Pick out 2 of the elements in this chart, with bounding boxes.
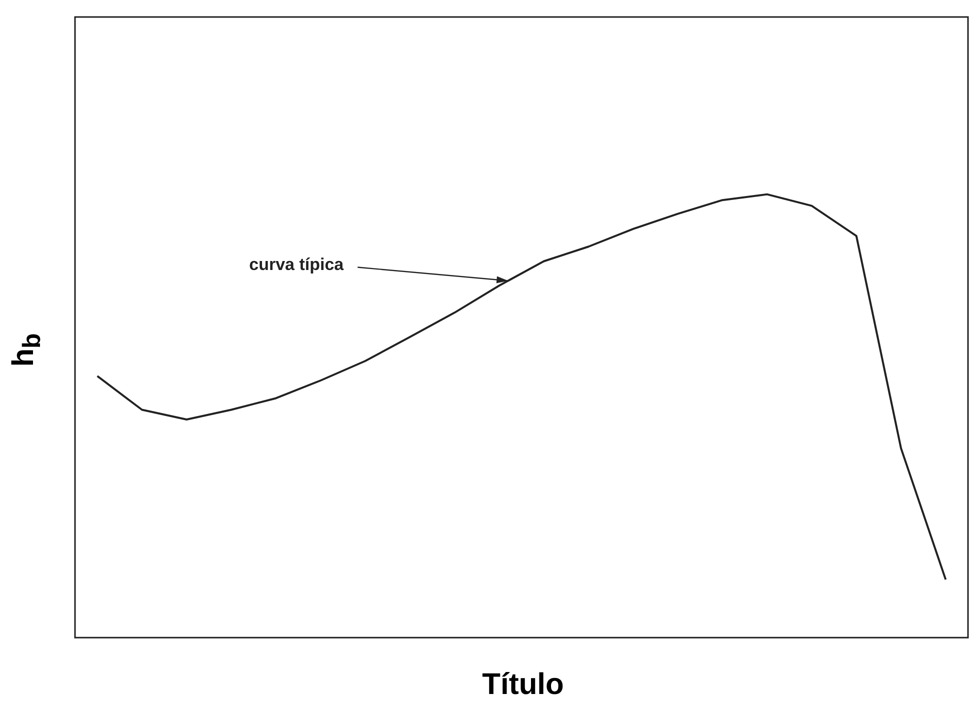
- x-axis-title: Título: [481, 668, 565, 702]
- annotation: curva típica: [249, 254, 344, 274]
